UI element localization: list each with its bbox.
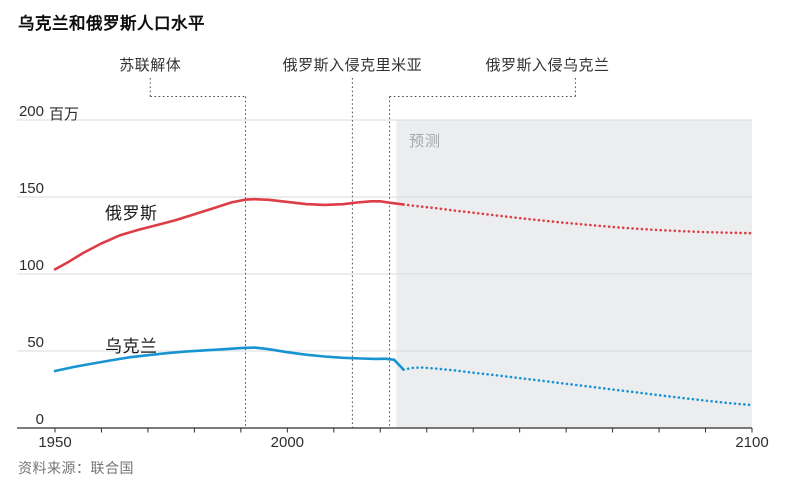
- russia-series-label: 俄罗斯: [105, 204, 158, 223]
- y-axis-label: 200: [18, 103, 44, 120]
- gridlines: [17, 119, 752, 352]
- event-annotation-lines: [149, 78, 576, 428]
- event-label: 苏联解体: [119, 57, 182, 74]
- ukraine-series-label: 乌克兰: [105, 337, 158, 356]
- x-axis-label: 2000: [270, 434, 305, 451]
- forecast-region-label: 预测: [409, 133, 442, 150]
- source-note: 资料来源：联合国: [18, 460, 134, 476]
- chart-title: 乌克兰和俄罗斯人口水平: [18, 15, 205, 33]
- data-series-lines: [53, 197, 754, 407]
- event-label: 俄罗斯入侵乌克兰: [485, 57, 610, 74]
- y-axis-label: 150: [18, 180, 44, 197]
- event-label: 俄罗斯入侵克里米亚: [282, 57, 423, 74]
- x-axis-label: 2100: [735, 434, 769, 451]
- x-axis: [17, 427, 753, 433]
- y-axis-label: 50: [27, 334, 44, 351]
- y-axis-unit-label: 百万: [49, 106, 80, 123]
- y-axis-label: 100: [18, 257, 44, 274]
- y-axis-label: 0: [35, 411, 44, 428]
- x-axis-label: 1950: [38, 434, 72, 451]
